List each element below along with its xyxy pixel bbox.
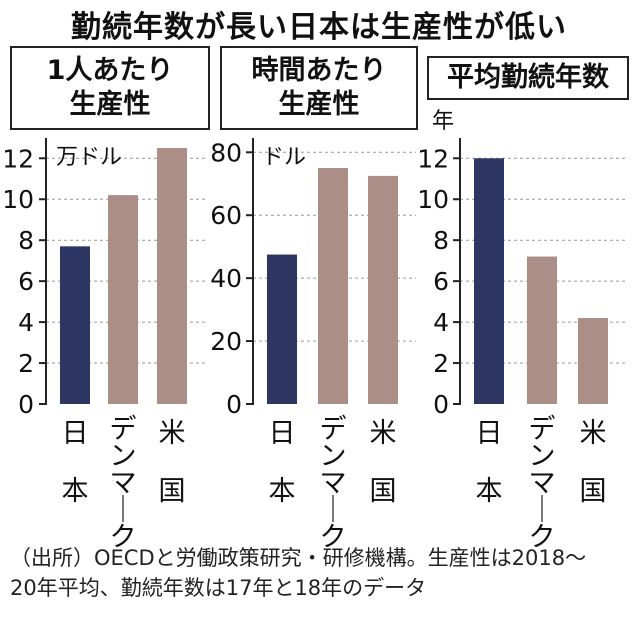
y-tick-label: 0 bbox=[226, 390, 242, 419]
y-tick-label: 2 bbox=[18, 349, 34, 378]
source-note: （出所）OECDと労働政策研究・研修機構。生産性は2018〜 20年平均、勤続年… bbox=[10, 543, 630, 603]
category-label: 本 bbox=[269, 476, 296, 507]
y-tick-label: 10 bbox=[417, 185, 449, 214]
panel-title-line: 生産性 bbox=[69, 89, 151, 120]
panel-title-per-capita: 1人あたり 生産性 bbox=[10, 46, 210, 130]
y-tick-label: 0 bbox=[433, 390, 449, 419]
bar-デンマーク bbox=[527, 256, 557, 404]
panel-title-line: 1人あたり bbox=[46, 55, 174, 86]
y-tick-label: 40 bbox=[210, 264, 242, 293]
unit-label: 年 bbox=[432, 109, 454, 134]
panel-title-per-hour: 時間あたり 生産性 bbox=[220, 46, 418, 130]
category-label: デンマ｜ク bbox=[320, 414, 347, 553]
unit-label: ドル bbox=[262, 145, 306, 170]
panel-title-line: 時間あたり bbox=[251, 55, 387, 86]
y-tick-label: 20 bbox=[210, 327, 242, 356]
bar-日本 bbox=[474, 158, 504, 404]
bar-米国 bbox=[157, 148, 187, 404]
category-label: 国 bbox=[580, 476, 607, 507]
bar-日本 bbox=[60, 246, 90, 404]
panel-title-line: 生産性 bbox=[278, 89, 360, 120]
category-label: 国 bbox=[159, 476, 186, 507]
source-note-line: （出所）OECDと労働政策研究・研修機構。生産性は2018〜 bbox=[10, 546, 587, 570]
source-note-line: 20年平均、勤続年数は17年と18年のデータ bbox=[10, 576, 427, 600]
y-tick-label: 80 bbox=[210, 138, 242, 167]
y-tick-label: 60 bbox=[210, 201, 242, 230]
y-tick-label: 8 bbox=[433, 226, 449, 255]
category-label: 米 bbox=[580, 418, 607, 449]
category-label: 本 bbox=[62, 476, 89, 507]
y-tick-label: 8 bbox=[18, 226, 34, 255]
y-tick-label: 4 bbox=[18, 308, 34, 337]
y-tick-label: 12 bbox=[417, 144, 449, 173]
category-label: 国 bbox=[370, 476, 397, 507]
y-tick-label: 6 bbox=[433, 267, 449, 296]
bar-日本 bbox=[267, 254, 297, 404]
chart-main-title: 勤続年数が長い日本は生産性が低い bbox=[71, 10, 567, 45]
category-label: 米 bbox=[159, 418, 186, 449]
category-label: 本 bbox=[476, 476, 503, 507]
category-label: 米 bbox=[370, 418, 397, 449]
bar-米国 bbox=[368, 175, 398, 404]
bar-デンマーク bbox=[318, 168, 348, 404]
bar-米国 bbox=[578, 318, 608, 404]
bar-デンマーク bbox=[108, 195, 138, 404]
y-tick-label: 4 bbox=[433, 308, 449, 337]
y-tick-label: 6 bbox=[18, 267, 34, 296]
y-tick-label: 10 bbox=[2, 185, 34, 214]
unit-label: 万ドル bbox=[56, 145, 122, 170]
category-label: 日 bbox=[476, 418, 503, 449]
category-label: 日 bbox=[269, 418, 296, 449]
y-tick-label: 12 bbox=[2, 144, 34, 173]
category-label: デンマ｜ク bbox=[110, 414, 137, 553]
panel-title-tenure: 平均勤続年数 bbox=[427, 56, 629, 100]
panel-title-line: 平均勤続年数 bbox=[447, 62, 609, 93]
category-label: 日 bbox=[62, 418, 89, 449]
y-tick-label: 2 bbox=[433, 349, 449, 378]
category-label: デンマ｜ク bbox=[529, 414, 556, 553]
y-tick-label: 0 bbox=[18, 390, 34, 419]
